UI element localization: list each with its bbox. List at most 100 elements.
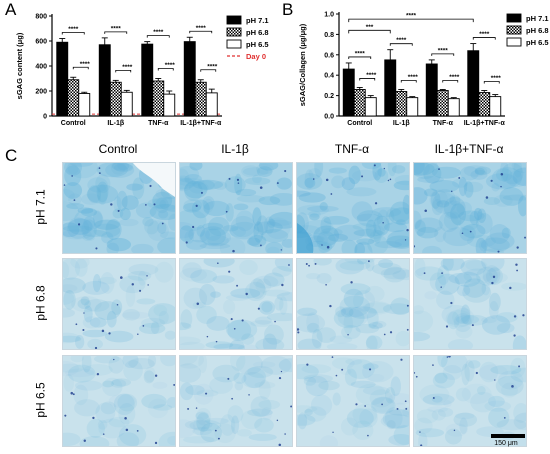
stain-patch <box>323 215 350 225</box>
stain-patch <box>443 400 452 408</box>
bar <box>141 43 154 117</box>
x-tick-label: IL-1β+TNF-α <box>464 120 506 127</box>
cell-nucleus <box>419 431 421 433</box>
stain-patch <box>184 230 195 244</box>
cell-nucleus <box>146 275 148 277</box>
stain-patch <box>303 376 317 386</box>
stain-patch <box>436 290 455 310</box>
stain-patch <box>249 278 266 299</box>
stain-patch <box>365 224 386 239</box>
cell-nucleus <box>117 209 120 212</box>
cell-nucleus <box>280 249 283 251</box>
bar <box>364 97 377 117</box>
stain-patch <box>253 221 264 243</box>
stain-patch <box>261 301 273 313</box>
stain-patch <box>200 422 222 443</box>
stain-patch <box>499 187 524 206</box>
stain-patch <box>199 243 231 250</box>
cell-nucleus <box>321 244 323 246</box>
stain-patch <box>489 224 510 245</box>
stain-patch <box>152 381 168 389</box>
legend-swatch <box>506 25 522 35</box>
stain-patch <box>116 432 140 446</box>
stain-patch <box>307 232 329 248</box>
stain-patch <box>96 163 128 178</box>
stain-patch <box>101 231 114 244</box>
stain-patch <box>488 395 505 408</box>
significance-bracket <box>146 35 170 38</box>
stain-patch <box>448 273 472 284</box>
cell-nucleus <box>192 225 195 229</box>
stain-patch <box>414 163 430 176</box>
stain-patch <box>297 173 323 190</box>
stain-patch <box>147 198 167 209</box>
cell-nucleus <box>96 372 100 376</box>
stain-patch <box>414 310 434 332</box>
stain-patch <box>459 417 468 434</box>
stain-patch <box>94 356 120 364</box>
cell-nucleus <box>233 327 236 330</box>
stain-patch <box>82 329 108 338</box>
stain-patch <box>316 273 332 284</box>
cell-nucleus <box>364 405 366 407</box>
stain-patch <box>274 296 284 311</box>
stain-patch <box>63 360 80 377</box>
cell-nucleus <box>440 286 442 288</box>
cell-nucleus <box>101 329 105 333</box>
stain-patch <box>87 185 102 203</box>
stain-patch <box>461 223 486 239</box>
stain-patch <box>182 262 202 279</box>
stain-patch <box>310 394 333 416</box>
stain-patch <box>497 370 524 390</box>
stain-patch <box>180 209 207 232</box>
cell-nucleus <box>73 199 76 202</box>
micrograph-image <box>63 356 175 446</box>
cell-nucleus <box>142 324 145 327</box>
stain-patch <box>390 201 409 223</box>
stain-patch <box>354 242 366 253</box>
stain-patch <box>475 237 487 253</box>
stain-patch <box>183 436 215 444</box>
stain-patch <box>495 375 524 396</box>
stain-patch <box>345 358 363 365</box>
stain-patch <box>469 211 479 226</box>
stain-patch <box>430 191 441 209</box>
stain-patch <box>474 166 492 175</box>
stain-patch <box>63 432 81 446</box>
column-title-il1b-tnfa: IL-1β+TNF-α <box>434 142 504 156</box>
cell-nucleus <box>77 223 81 226</box>
stain-patch <box>102 380 114 388</box>
stain-patch <box>152 191 173 210</box>
stain-patch <box>180 382 194 401</box>
stain-patch <box>414 163 425 175</box>
stain-patch <box>180 419 196 438</box>
y-tick-label: 0 <box>43 114 47 121</box>
stain-patch <box>180 341 205 349</box>
stain-patch <box>117 393 138 412</box>
stain-patch <box>116 190 128 212</box>
stain-patch <box>339 260 371 271</box>
stain-patch <box>432 372 455 389</box>
cell-nucleus <box>522 314 525 317</box>
stain-patch <box>222 225 239 232</box>
cell-nucleus <box>72 393 75 396</box>
stain-patch <box>441 304 471 325</box>
stain-patch <box>264 324 284 345</box>
y-tick-label: 0.6 <box>324 52 334 59</box>
cell-nucleus <box>145 203 147 206</box>
stain-patch <box>392 269 409 281</box>
significance-bracket <box>431 53 455 56</box>
stain-patch <box>380 413 409 429</box>
significance-bracket <box>348 56 372 59</box>
stain-patch <box>348 165 361 185</box>
cell-nucleus <box>259 186 263 189</box>
stain-patch <box>256 215 269 236</box>
stain-patch <box>442 259 454 272</box>
stain-patch <box>265 241 283 253</box>
significance-bracket <box>348 18 474 23</box>
stain-patch <box>298 192 326 203</box>
y-tick-label: 0.0 <box>324 114 334 121</box>
stain-patch <box>414 266 445 281</box>
cell-nucleus <box>350 281 353 284</box>
stain-patch <box>311 329 323 349</box>
